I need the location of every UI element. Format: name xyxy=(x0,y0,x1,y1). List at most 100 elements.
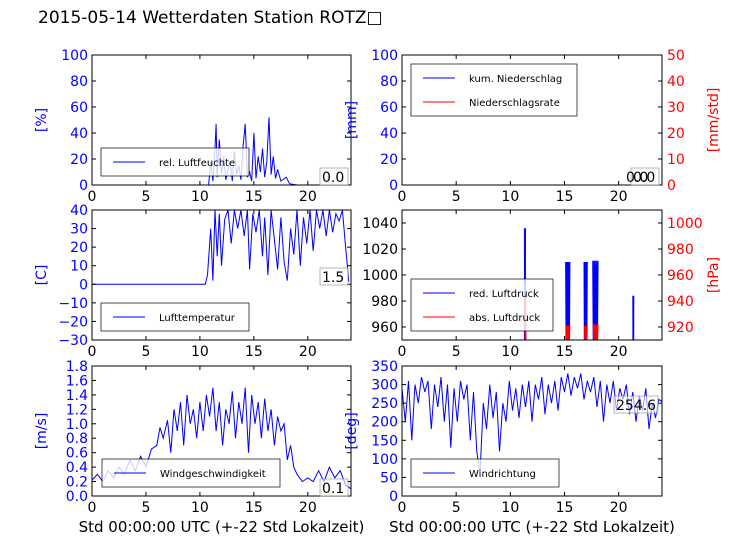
legend-box xyxy=(410,63,578,117)
series-burst-1-3 xyxy=(592,324,599,340)
x-tick-label: 0 xyxy=(398,189,407,205)
x-tick-label: 10 xyxy=(191,189,209,205)
current-value: 0.1 xyxy=(319,478,349,497)
y-axis-label: [%] xyxy=(34,108,50,132)
y-tick-label: 10 xyxy=(70,259,88,275)
y-tick-label: 40 xyxy=(70,126,88,142)
y-axis-label: [m/s] xyxy=(34,413,50,450)
y-tick-label: −30 xyxy=(58,333,88,349)
x-tick-label: 10 xyxy=(191,500,209,516)
value-text: 254.6 xyxy=(616,398,656,414)
legend: Windrichtung xyxy=(410,458,560,488)
series-burst-0-4 xyxy=(632,295,635,340)
y-right-tick-label: 920 xyxy=(667,320,694,336)
panel-pressure: 0 5 10 15 20 960 980 1000 1020 1040 920 940 960 980 10… xyxy=(362,209,722,360)
x-tick-label: 20 xyxy=(610,189,628,205)
y-tick-label: 200 xyxy=(371,415,398,431)
plot-frame xyxy=(401,54,663,186)
x-tick-label: 5 xyxy=(452,189,461,205)
value-text: 1.5 xyxy=(322,270,344,286)
legend: kum. Niederschlag Niederschlagsrate xyxy=(410,63,578,117)
x-tick-label: 15 xyxy=(245,344,263,360)
value-text: 0.1 xyxy=(322,481,344,497)
x-tick-label: 15 xyxy=(556,189,574,205)
x-tick-label: 5 xyxy=(452,500,461,516)
legend: rel. Luftfeuchte xyxy=(100,147,250,177)
legend-label: red. Luftdruck xyxy=(469,289,539,300)
series-line-0 xyxy=(92,210,350,285)
y-right-axis-label: [mm/std] xyxy=(706,88,722,153)
x-tick-label: 0 xyxy=(398,344,407,360)
y-tick-label: 1.2 xyxy=(66,402,88,418)
x-tick-label: 15 xyxy=(245,500,263,516)
legend-label: Niederschlagsrate xyxy=(469,98,560,109)
y-tick-label: 0.6 xyxy=(66,446,88,462)
value-box xyxy=(319,267,349,286)
series-line-0 xyxy=(92,387,351,490)
value-text: 0.0 xyxy=(633,170,655,186)
x-tick-label: 5 xyxy=(452,344,461,360)
y-tick-label: 80 xyxy=(380,74,398,90)
y-tick-label: −20 xyxy=(58,314,88,330)
legend: red. Luftdruck abs. Luftdruck xyxy=(410,278,554,332)
x-tick-label: 20 xyxy=(299,344,317,360)
x-tick-label: 5 xyxy=(141,344,150,360)
y-axis-label: [C] xyxy=(34,265,50,286)
y-right-axis-label: [hPa] xyxy=(706,257,722,293)
panel-precip: 0 5 10 15 20 0 20 40 60 80 100 0 10 20 30 40 50 [mm] [mm/s… xyxy=(344,48,722,205)
value-box xyxy=(319,478,349,497)
x-tick-label: 15 xyxy=(556,500,574,516)
y-tick-label: 1.8 xyxy=(66,359,88,375)
legend-label: rel. Luftfeuchte xyxy=(159,158,235,169)
x-tick-label: 0 xyxy=(88,500,97,516)
current-value: 254.6 xyxy=(613,395,659,414)
y-tick-label: 100 xyxy=(371,452,398,468)
panel-humidity: 0 5 10 15 20 0 20 40 60 80 100 [%] rel. Luftfeuchte 0… xyxy=(34,48,352,205)
x-tick-label: 10 xyxy=(501,189,519,205)
y-tick-label: 980 xyxy=(371,294,398,310)
y-tick-label: 0.8 xyxy=(66,431,88,447)
legend: Lufttemperatur xyxy=(100,302,250,332)
x-tick-label: 0 xyxy=(88,344,97,360)
current-value: 1.5 xyxy=(319,267,349,286)
y-right-tick-label: 0 xyxy=(667,178,676,194)
y-tick-label: 0 xyxy=(389,178,398,194)
y-tick-label: 20 xyxy=(380,152,398,168)
value-box xyxy=(319,167,349,186)
y-right-tick-label: 10 xyxy=(667,152,685,168)
series-group xyxy=(92,387,351,490)
y-tick-label: 80 xyxy=(70,74,88,90)
y-tick-label: 150 xyxy=(371,433,398,449)
y-right-tick-label: 40 xyxy=(667,74,685,90)
y-tick-label: 250 xyxy=(371,396,398,412)
current-value: 0.0 xyxy=(319,167,349,186)
y-tick-label: 1.0 xyxy=(66,417,88,433)
current-value: 0.0 xyxy=(630,167,660,186)
figure-title: 2015-05-14 Wetterdaten Station ROTZ□ xyxy=(38,8,383,28)
x-tick-label: 10 xyxy=(191,344,209,360)
y-right-tick-label: 980 xyxy=(667,242,694,258)
y-right-tick-label: 1000 xyxy=(667,216,703,232)
x-tick-label: 20 xyxy=(299,189,317,205)
plot-frame xyxy=(91,365,352,497)
y-tick-label: 60 xyxy=(380,100,398,116)
y-tick-label: 350 xyxy=(371,359,398,375)
y-tick-label: 100 xyxy=(371,48,398,64)
series-burst-0-0 xyxy=(523,228,526,340)
y-tick-label: 1040 xyxy=(362,216,398,232)
y-tick-label: 300 xyxy=(371,378,398,394)
series-burst-1-4 xyxy=(632,339,635,340)
y-tick-label: 0.2 xyxy=(66,475,88,491)
x-tick-label: 5 xyxy=(141,189,150,205)
y-tick-label: 1.4 xyxy=(66,388,88,404)
x-tick-label: 15 xyxy=(245,189,263,205)
series-group xyxy=(92,210,350,285)
series-burst-0-2 xyxy=(583,261,588,340)
y-right-tick-label: 20 xyxy=(667,126,685,142)
y-tick-label: 60 xyxy=(70,100,88,116)
y-tick-label: 0.0 xyxy=(66,489,88,505)
y-right-tick-label: 940 xyxy=(667,294,694,310)
x-tick-label: 15 xyxy=(556,344,574,360)
y-tick-label: 1020 xyxy=(362,242,398,258)
